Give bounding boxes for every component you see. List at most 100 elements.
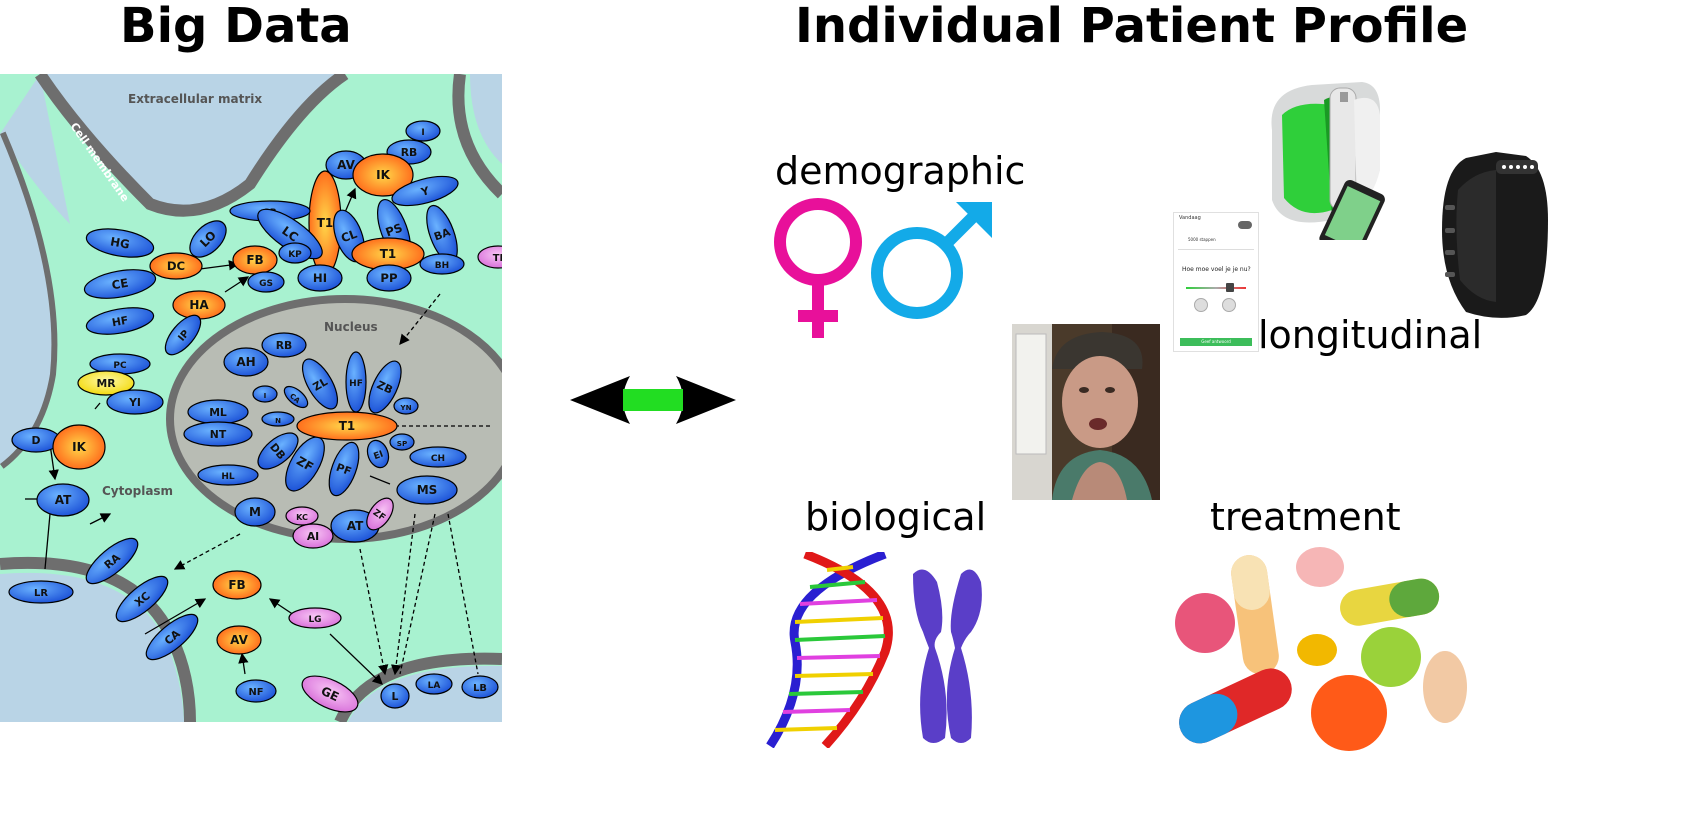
pathway-node: HG	[85, 228, 155, 258]
pathway-node-shape	[380, 683, 410, 709]
pathway-node-shape	[247, 271, 285, 293]
pathway-node: RA	[85, 537, 139, 585]
fitness-tracker-image	[1442, 152, 1548, 318]
arrow-head-right	[676, 376, 736, 424]
pathway-node-label: RB	[276, 339, 293, 352]
pathway-node-label: KC	[296, 512, 308, 522]
pathway-node-label: FB	[228, 578, 245, 592]
pathway-node-label: AT	[55, 493, 72, 507]
pathway-node-shape	[36, 483, 90, 517]
pathway-node-shape	[52, 424, 106, 470]
pathway-node-label: NT	[210, 428, 227, 441]
pathway-node: M	[234, 497, 276, 527]
pathway-node-label: LA	[428, 681, 441, 691]
pathway-node-shape	[164, 314, 202, 356]
pathway-node-label: AH	[236, 355, 255, 369]
pathway-node: L	[380, 683, 410, 709]
label-nucleus: Nucleus	[324, 320, 378, 334]
pathway-node: YI	[106, 389, 164, 415]
pathway-node-label: KP	[288, 250, 302, 260]
pathway-node-shape	[292, 523, 334, 549]
pathway-node-shape	[366, 439, 390, 469]
app-submit-button[interactable]: Geef antwoord	[1180, 338, 1252, 346]
pathway-node-shape	[77, 370, 135, 396]
pathway-node-shape	[368, 360, 402, 414]
pathway-node: ZF	[366, 497, 394, 531]
pathway-node-label: HL	[221, 472, 235, 482]
pathway-diagram: Extracellular matrix Cell membrane Nucle…	[0, 74, 502, 722]
pathway-node-label: D	[32, 434, 41, 447]
pathway-node-shape	[393, 397, 419, 415]
pathway-node-label: GE	[319, 684, 341, 704]
app-steps: 5000 stappen	[1188, 237, 1216, 242]
pathway-node: AH	[223, 347, 269, 377]
app-slider[interactable]	[1186, 287, 1246, 289]
pathway-node-shape	[301, 675, 359, 713]
pathway-node-shape	[223, 347, 269, 377]
pathway-node-label: HG	[109, 234, 131, 251]
pathway-node: HL	[197, 464, 259, 486]
pathway-node: PP	[366, 264, 412, 292]
pathway-node: HA	[172, 290, 226, 320]
medication-pills-image	[1175, 547, 1467, 751]
pathway-node-shape	[183, 421, 253, 447]
pathway-node: BH	[419, 253, 465, 275]
pathway-node-label: DC	[167, 259, 185, 273]
pathway-nodes: IRBAVIKYT1CLPSBAT1BHPPHISBLCHGLODCCEFBKP…	[8, 120, 502, 713]
pathway-node: RB	[261, 332, 307, 358]
pathway-node: I	[405, 120, 441, 142]
pathway-node: CH	[409, 446, 467, 468]
pathway-node-shape	[83, 269, 157, 299]
pathway-node-label: AV	[337, 158, 355, 172]
left-title: Big Data	[120, 0, 352, 54]
demographic-label: demographic	[775, 149, 1026, 193]
dna-chromosome-image	[766, 552, 982, 748]
pathway-node-shape	[366, 497, 394, 531]
pathway-node: LG	[288, 607, 342, 629]
pathway-node-shape	[115, 575, 169, 623]
pathway-node: FB	[212, 570, 262, 600]
pathway-node: ZL	[301, 358, 339, 410]
pathway-node: IK	[352, 153, 414, 197]
pathway-node-shape	[252, 385, 278, 403]
pathway-node: BA	[426, 204, 458, 264]
pathway-node-label: PC	[113, 361, 127, 371]
pathway-node-shape	[197, 464, 259, 486]
pathway-node-label: LB	[473, 683, 487, 694]
cloud-icon	[1238, 221, 1252, 229]
pathway-node-shape	[85, 307, 155, 335]
pathway-node-shape	[234, 497, 276, 527]
pathway-node-label: CH	[431, 454, 445, 464]
pathway-node: DC	[149, 252, 203, 280]
pathway-node: PF	[328, 441, 360, 497]
pathway-node-label: HA	[189, 298, 209, 312]
arrow-head-left	[570, 376, 630, 424]
biological-label: biological	[805, 495, 987, 539]
pathway-node-shape	[85, 228, 155, 258]
pathway-node-label: PS	[384, 221, 405, 240]
pathway-node: N	[261, 411, 295, 427]
pathway-node: I	[252, 385, 278, 403]
pathway-node: ML	[187, 399, 249, 425]
pathway-node-shape	[328, 441, 360, 497]
longitudinal-label: longitudinal	[1258, 313, 1483, 357]
pathway-node-shape	[297, 264, 343, 292]
pathway-node-label: IK	[376, 168, 390, 182]
arrow-bar	[623, 389, 683, 411]
pathway-node: EI	[366, 439, 390, 469]
pathway-node-shape	[85, 537, 139, 585]
pathway-node: IK	[52, 424, 106, 470]
app-slider-thumb[interactable]	[1226, 283, 1234, 292]
app-header: Vandaag	[1179, 215, 1201, 221]
pathway-node: CA	[283, 385, 309, 409]
pathway-node: CE	[83, 269, 157, 299]
pathway-node-shape	[212, 570, 262, 600]
pathway-node: LA	[415, 673, 453, 695]
pathway-node-label: AV	[230, 633, 248, 647]
pathway-node-label: I	[264, 391, 267, 400]
extracellular-matrix-region	[0, 74, 340, 211]
pathway-node-shape	[461, 675, 499, 699]
pathway-node-label: HI	[313, 271, 327, 285]
pathway-node-label: YI	[128, 396, 141, 409]
pathway-node-label: T1	[380, 247, 397, 261]
